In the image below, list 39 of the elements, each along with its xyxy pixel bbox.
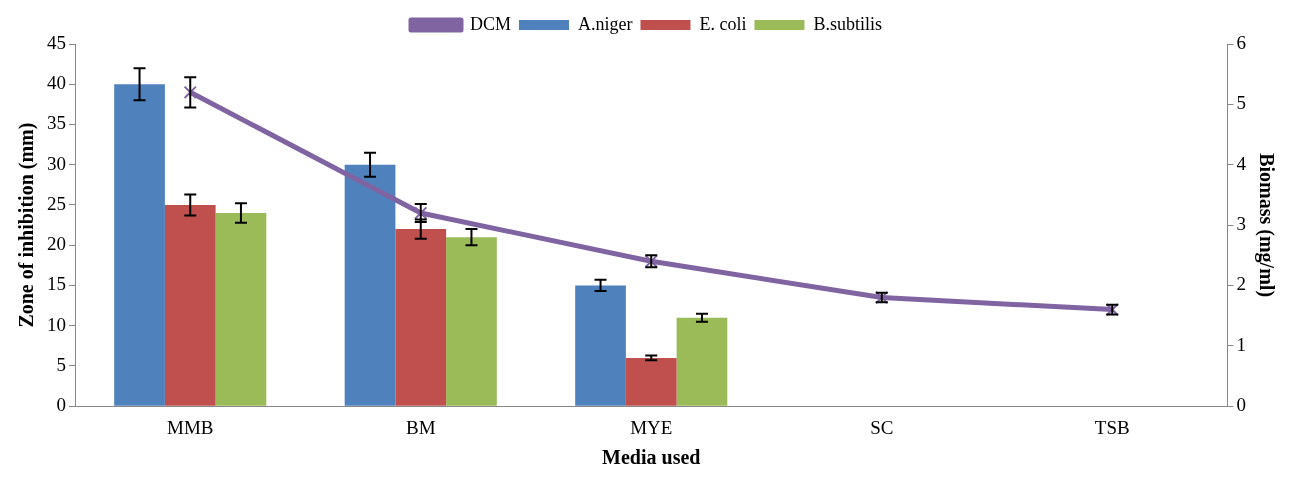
bar	[575, 285, 626, 406]
bar	[114, 84, 165, 406]
y2-tick-label: 3	[1236, 213, 1246, 235]
bar	[344, 164, 396, 406]
x-axis-title: Media used	[602, 446, 701, 469]
bar	[676, 317, 728, 406]
y-tick-label: 40	[47, 72, 66, 94]
legend-label: B.subtilis	[813, 13, 883, 34]
bar	[215, 213, 267, 406]
x-tick-label: TSB	[1094, 416, 1130, 438]
bar	[164, 204, 216, 406]
legend-label: A.niger	[578, 13, 633, 34]
y-tick-label: 10	[47, 313, 66, 335]
y-tick-label: 35	[47, 112, 66, 134]
legend-label: E. coli	[699, 13, 747, 34]
y-axis-title: Zone of inhibition (mm)	[15, 122, 39, 328]
x-tick-label: BM	[405, 416, 436, 438]
x-tick-label: MMB	[167, 416, 214, 438]
point	[183, 85, 197, 99]
bar	[446, 237, 497, 406]
x-tick-label: SC	[870, 416, 894, 438]
y-tick-label: 0	[56, 394, 66, 416]
y2-tick-label: 4	[1236, 152, 1247, 174]
y2-tick-label: 1	[1236, 333, 1246, 355]
x-tick-label: MYE	[630, 416, 673, 438]
y2-tick-label: 2	[1236, 273, 1246, 295]
legend-label: DCM	[470, 13, 512, 34]
bar	[395, 229, 447, 406]
y2-tick-label: 6	[1236, 31, 1246, 53]
bar	[625, 357, 677, 406]
y2-axis-title: Biomass (mg/ml)	[1254, 153, 1278, 298]
y2-tick-label: 5	[1236, 92, 1246, 114]
y-tick-label: 45	[47, 31, 66, 53]
y-tick-label: 20	[47, 233, 66, 255]
y-tick-label: 15	[47, 273, 66, 295]
y-tick-label: 5	[56, 353, 66, 375]
y2-tick-label: 0	[1236, 394, 1246, 416]
y-tick-label: 25	[47, 192, 66, 214]
y-tick-label: 30	[47, 152, 66, 174]
